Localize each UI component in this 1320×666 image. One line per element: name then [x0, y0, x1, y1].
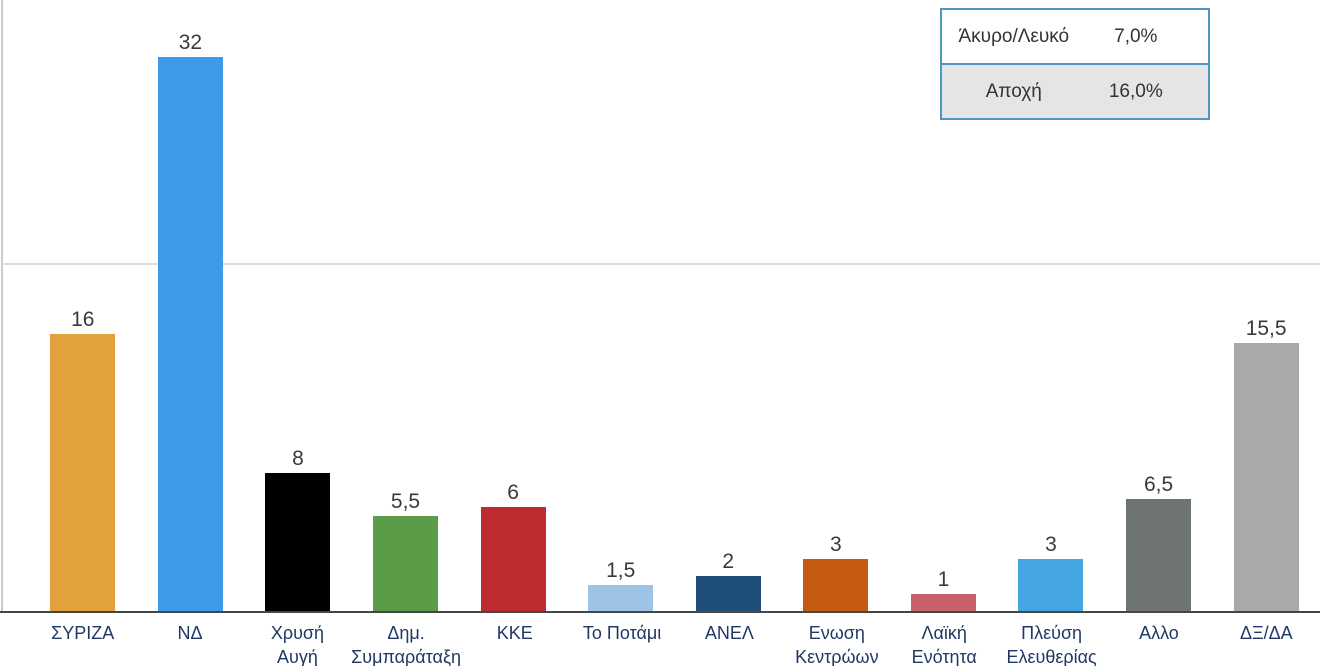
- bar-value-label: 3: [829, 533, 842, 556]
- category-label: Λαϊκή Ενότητα: [911, 623, 977, 666]
- bar-group-Λαϊκή Ενότητα: 1: [890, 0, 998, 611]
- bar-value-label: 16: [71, 308, 95, 331]
- category-label: ΝΔ: [177, 623, 203, 643]
- table-row: Άκυρο/Λευκό 7,0%: [942, 10, 1208, 63]
- bar-value-label: 1: [937, 568, 950, 591]
- bar: [1233, 343, 1299, 611]
- table-row-label: Αποχή: [985, 80, 1042, 102]
- bar-value-label: 8: [292, 447, 304, 470]
- bar: [1126, 499, 1192, 611]
- category-label: ΣΥΡΙΖΑ: [51, 623, 115, 643]
- category-label: ΑΝΕΛ: [704, 623, 754, 643]
- bar-group-ΚΚΕ: 6: [459, 0, 567, 611]
- bar-group-Αλλο: 6,5: [1105, 0, 1213, 611]
- category-label: Χρυσή Αυγή: [270, 623, 325, 666]
- table-row: Αποχή 16,0%: [942, 63, 1208, 118]
- bar-value-label: 15,5: [1245, 317, 1287, 340]
- bar-group-ΝΔ: 32: [137, 0, 245, 611]
- bar-group-ΣΥΡΙΖΑ: 16: [29, 0, 137, 611]
- bar-group-ΑΝΕΛ: 2: [674, 0, 782, 611]
- bar-value-label: 5,5: [390, 490, 421, 513]
- bar-value-label: 1,5: [606, 559, 636, 582]
- x-axis-line: [0, 611, 1320, 613]
- bar-group-Χρυσή Αυγή: 8: [244, 0, 352, 611]
- category-label: Το Ποτάμι: [582, 623, 662, 643]
- bar-group-ΔΞ/ΔΑ: 15,5: [1212, 0, 1320, 611]
- category-label: Δημ. Συμπαράταξη: [351, 623, 462, 666]
- bar: [373, 516, 439, 611]
- bar: [695, 576, 761, 611]
- bar: [157, 57, 223, 611]
- plot-left-border: [1, 0, 3, 611]
- bar-value-label: 6: [507, 481, 519, 504]
- bar: [50, 334, 116, 611]
- bar: [265, 473, 331, 611]
- category-label: Πλεύση Ελευθερίας: [1006, 623, 1097, 666]
- category-label: Αλλο: [1139, 623, 1179, 643]
- bar-group-Ενωση Κεντρώων: 3: [782, 0, 890, 611]
- bar-group-Το Ποτάμι: 1,5: [567, 0, 675, 611]
- category-axis-labels: ΣΥΡΙΖΑ ΝΔ Χρυσή Αυγή Δημ. Συμπαράταξη ΚΚΕ Το Πο…: [29, 621, 1320, 666]
- category-label: Ενωση Κεντρώων: [795, 623, 879, 666]
- bar: [480, 507, 546, 611]
- bar-value-label: 3: [1045, 533, 1057, 556]
- table-row-label: Άκυρο/Λευκό: [958, 25, 1070, 47]
- category-label: ΚΚΕ: [496, 623, 533, 643]
- bar: [588, 585, 654, 611]
- bar-group-Δημ. Συμπαράταξη: 5,5: [352, 0, 460, 611]
- table-row-value: 7,0%: [1114, 25, 1158, 47]
- bar: [910, 594, 976, 611]
- bar-value-label: 2: [722, 550, 735, 573]
- category-label: ΔΞ/ΔΑ: [1239, 623, 1293, 643]
- bar: [803, 559, 869, 611]
- horizontal-gridline-20: [2, 263, 1320, 265]
- bar-group-Πλεύση Ελευθερίας: 3: [997, 0, 1105, 611]
- bars-area: 16 32 8 5,5 6 1,5 2 3 1 3 6,5 15,5: [29, 0, 1320, 611]
- abstain-summary-table: Άκυρο/Λευκό 7,0% Αποχή 16,0%: [940, 8, 1210, 120]
- bar: [1018, 559, 1084, 611]
- bar-value-label: 32: [178, 31, 203, 54]
- table-row-value: 16,0%: [1108, 80, 1163, 102]
- bar-value-label: 6,5: [1143, 473, 1174, 496]
